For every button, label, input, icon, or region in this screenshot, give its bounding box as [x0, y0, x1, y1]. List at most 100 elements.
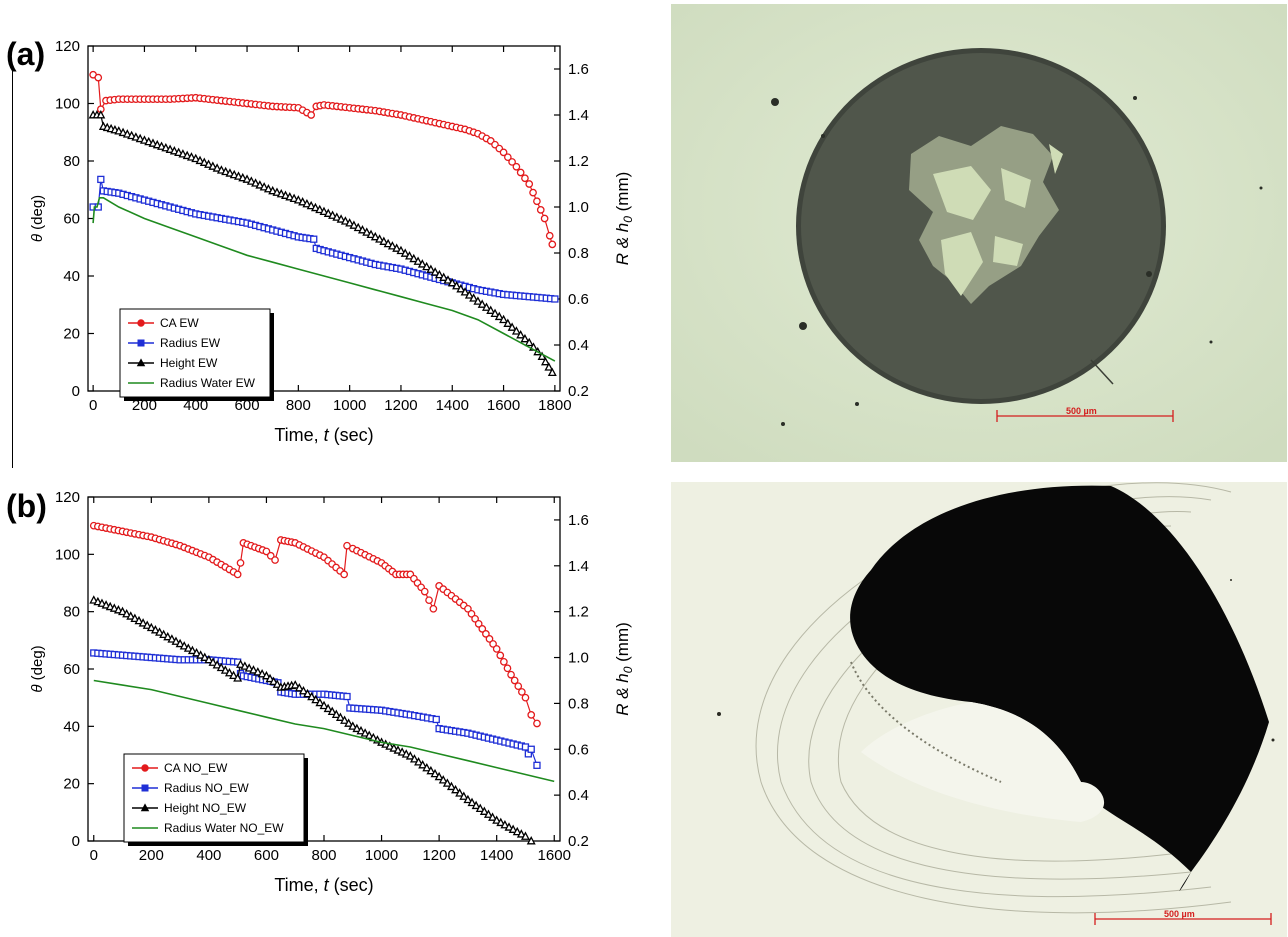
chartb-point-ca: [521, 693, 530, 702]
charta-point-height: [152, 139, 162, 149]
charta-legend-label-water: Radius Water EW: [160, 376, 256, 390]
charta-point-height: [242, 174, 252, 183]
charta-point-height: [379, 236, 389, 245]
chartb-point-height: [146, 622, 156, 632]
charta-point-height: [507, 322, 517, 331]
chartb-point-height: [496, 817, 506, 827]
charta-point-height: [544, 362, 554, 371]
chartb-ytick-label: 120: [55, 489, 80, 506]
charta-point-radius: [310, 235, 318, 243]
charta-point-height: [353, 222, 363, 232]
charta-point-height: [452, 280, 462, 290]
charta-point-height: [212, 163, 222, 172]
chartb-legend-marker-ca: [141, 764, 149, 772]
chartb-point-height: [446, 781, 456, 791]
chartb-xtick-label: 1200: [422, 847, 455, 864]
chartb-point-height: [233, 673, 243, 682]
charta-series-radius: [89, 175, 559, 303]
chartb-point-ca: [429, 604, 438, 613]
charta-legend-label-height: Height EW: [160, 356, 218, 370]
charta-point-height: [310, 202, 320, 212]
charta-ytick-label: 80: [63, 153, 80, 170]
charta-point-height: [131, 132, 141, 141]
charta-xtick-label: 1800: [538, 397, 571, 414]
charta-y2tick-label: 0.4: [568, 337, 589, 354]
charta-point-radius: [97, 175, 105, 184]
chartb-point-height: [244, 663, 254, 672]
chartb-point-ca: [514, 682, 523, 691]
chartb-xtick-label: 1400: [480, 847, 513, 864]
chartb-point-height: [216, 662, 226, 672]
chartb-series-ca: [89, 521, 541, 728]
charta-legend-marker-radius: [137, 339, 145, 347]
charta-point-ca: [533, 197, 541, 206]
charta-point-height: [349, 220, 359, 229]
charta-point-height: [289, 193, 299, 203]
charta-point-height: [204, 159, 214, 168]
charta-point-height: [234, 171, 243, 180]
chartb-legend-label-water: Radius Water NO_EW: [164, 821, 284, 835]
chartb-point-ca: [500, 657, 508, 666]
chartb-point-height: [344, 718, 354, 727]
chartb-point-height: [360, 728, 370, 737]
charta-point-height: [520, 333, 530, 343]
charta-point-height: [285, 192, 295, 201]
charta-xtick-label: 1000: [333, 397, 366, 414]
chartb-point-height: [204, 654, 214, 664]
charta-point-height: [481, 302, 491, 311]
chartb-ytick-label: 40: [63, 718, 80, 735]
chartb-point-ca: [510, 676, 519, 685]
charta-point-height: [127, 130, 137, 140]
chartb-point-radius: [527, 745, 535, 753]
charta-y2tick-label: 1.4: [568, 107, 589, 124]
chartb-point-height: [265, 673, 275, 683]
chartb-point-ca: [478, 625, 487, 633]
charta-point-height: [216, 165, 226, 174]
charta-point-height: [499, 314, 509, 324]
charta-point-height: [199, 157, 209, 166]
charta-point-height: [511, 326, 521, 335]
charta-point-height: [315, 204, 325, 214]
chartb-point-height: [479, 806, 489, 815]
charta-xtick-label: 0: [89, 397, 97, 414]
charta-point-height: [259, 182, 269, 191]
chartb-point-height: [471, 800, 481, 810]
chartb-point-height: [389, 743, 399, 752]
charta-point-height: [272, 187, 282, 196]
chartb-point-height: [483, 809, 493, 818]
chartb-point-height: [463, 794, 473, 804]
chartb-point-height: [356, 725, 366, 735]
chartb-point-height: [130, 613, 140, 622]
chartb-y-axis-label: θ (deg): [29, 645, 46, 692]
charta-point-height: [251, 178, 261, 187]
chartb-point-height: [442, 778, 452, 787]
charta-point-height: [302, 198, 312, 208]
charta-ytick-label: 100: [55, 96, 80, 113]
chartb-point-height: [459, 791, 469, 800]
charta-point-height: [148, 138, 158, 147]
chartb-point-height: [475, 803, 485, 813]
charta-point-height: [144, 136, 154, 146]
charta-point-height: [409, 253, 419, 263]
chartb-point-height: [455, 788, 465, 797]
chartb-point-height: [138, 618, 148, 627]
charta-xtick-label: 1400: [436, 397, 469, 414]
chartb-xtick-label: 600: [254, 847, 279, 864]
charta-legend-label-radius: Radius EW: [160, 336, 221, 350]
chartb-ytick-label: 0: [72, 833, 80, 850]
charta-ytick-label: 0: [72, 383, 80, 400]
chartb-legend-label-ca: CA NO_EW: [164, 761, 228, 775]
chartb-point-height: [126, 611, 136, 620]
charta-point-height: [547, 367, 557, 377]
chartb-point-height: [171, 636, 181, 645]
panel-label-b: (b): [6, 488, 47, 524]
charta-point-height: [229, 169, 239, 179]
chartb-y2tick-label: 1.6: [568, 512, 589, 529]
charta-series-height: [88, 110, 557, 377]
charta-point-height: [225, 168, 235, 177]
charta-point-height: [524, 337, 534, 347]
chartb-point-height: [240, 661, 250, 670]
charta-point-height: [490, 308, 500, 318]
charta-legend: CA EW Radius EW Height EW Radius Water EW: [119, 308, 274, 401]
chartb-series-height: [89, 595, 536, 845]
